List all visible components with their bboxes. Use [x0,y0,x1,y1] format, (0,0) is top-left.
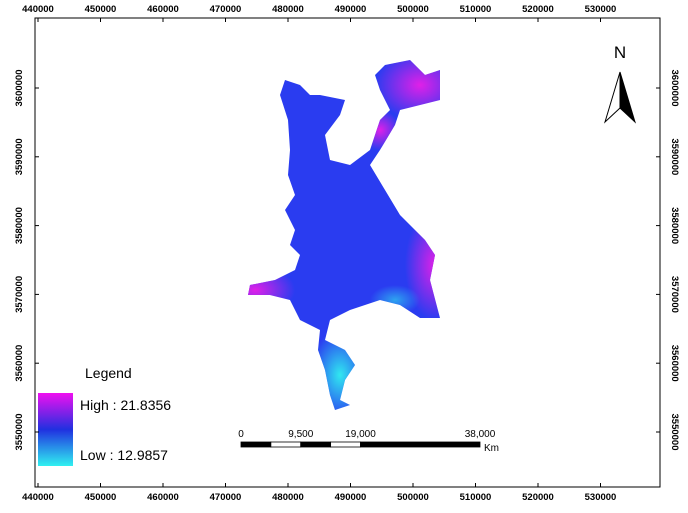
y-tick-label: 3550000 [669,414,680,451]
x-tick-label: 440000 [22,492,54,503]
x-tick-label: 510000 [460,492,492,503]
scale-segment [360,441,481,448]
y-tick-label: 3550000 [14,414,25,451]
legend-high: High : 21.8356 [80,397,171,413]
y-tick-label: 3560000 [669,345,680,382]
x-tick-label: 520000 [522,492,554,503]
y-tick-label: 3600000 [669,70,680,107]
scale-segment [240,441,272,448]
x-tick-label: 470000 [210,4,242,15]
x-tick-label: 500000 [397,4,429,15]
scale-label: 38,000 [465,429,496,440]
x-tick-label: 490000 [335,492,367,503]
y-tick-label: 3590000 [669,138,680,175]
scale-bar: 0 9,500 19,000 38,000 [238,429,496,448]
scale-segment [330,441,361,448]
scale-label: 19,000 [345,429,376,440]
x-tick-label: 450000 [85,4,117,15]
x-tick-label: 460000 [147,4,179,15]
scale-segment [300,441,332,448]
legend-ramp [38,393,73,466]
x-tick-label: 470000 [210,492,242,503]
scale-label: 9,500 [288,429,313,440]
y-tick-label: 3600000 [14,70,25,107]
north-arrow: N [603,43,637,124]
region [248,60,440,410]
legend-title: Legend [85,365,132,381]
scale-segment [270,441,302,448]
north-label: N [614,43,626,62]
legend-low: Low : 12.9857 [80,447,168,463]
x-tick-label: 530000 [585,4,617,15]
x-tick-label: 450000 [85,492,117,503]
x-tick-label: 480000 [272,4,304,15]
x-tick-label: 500000 [397,492,429,503]
y-tick-label: 3580000 [14,207,25,244]
scale-label: 0 [238,429,244,440]
x-tick-label: 490000 [335,4,367,15]
x-tick-label: 530000 [585,492,617,503]
x-tick-label: 480000 [272,492,304,503]
x-tick-label: 440000 [22,4,54,15]
y-tick-label: 3590000 [14,138,25,175]
x-tick-label: 520000 [522,4,554,15]
y-tick-label: 3570000 [669,276,680,313]
y-tick-label: 3580000 [669,207,680,244]
frame [34,17,661,488]
y-tick-label: 3560000 [14,345,25,382]
scale-unit: Km [484,443,499,454]
x-tick-label: 460000 [147,492,179,503]
x-tick-label: 510000 [460,4,492,15]
y-tick-label: 3570000 [14,276,25,313]
